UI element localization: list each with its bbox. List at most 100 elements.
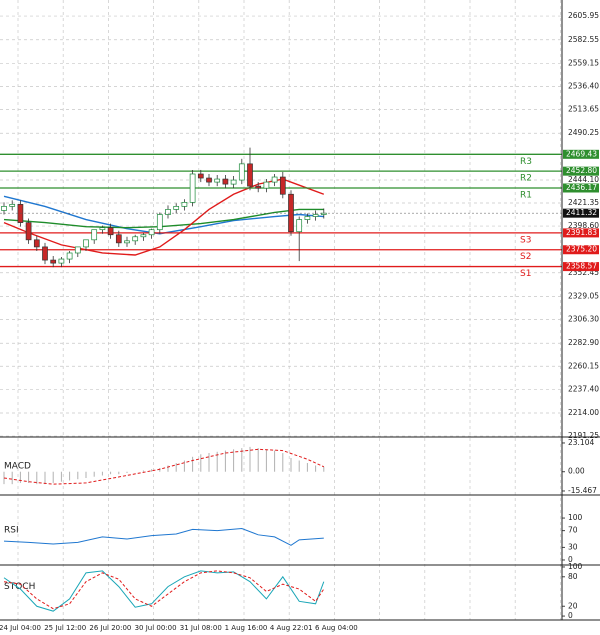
candle-body — [304, 216, 311, 220]
macd-signal — [3, 448, 325, 485]
x-tick-label: 6 Aug 04:00 — [315, 624, 358, 632]
x-tick-label: 24 Jul 04:00 — [0, 624, 41, 632]
x-tick-label: 30 Jul 00:00 — [135, 624, 177, 632]
candle-body — [1, 206, 7, 211]
y-tick-label: 2352.45 — [568, 268, 599, 277]
candle-body — [58, 258, 65, 264]
y-tick-label: 2421.35 — [568, 198, 599, 207]
panel-title: MACD — [4, 462, 31, 472]
y-tick-label: 2536.40 — [568, 81, 599, 90]
y-tick-label: 100 — [568, 562, 583, 571]
y-tick-label: 2282.90 — [568, 338, 599, 347]
level-tag — [563, 262, 599, 272]
candle-body — [165, 209, 171, 215]
candle-body — [66, 252, 73, 260]
level-value: 2452.80 — [566, 166, 597, 175]
last-price-tag — [563, 208, 599, 218]
x-tick-label: 1 Aug 16:00 — [225, 624, 268, 632]
x-tick-label: 26 Jul 20:00 — [89, 624, 131, 632]
level-value: 2375.20 — [566, 245, 597, 254]
level-name: R2 — [520, 174, 532, 184]
y-tick-label: 2605.95 — [568, 11, 599, 20]
level-value: 2436.17 — [566, 183, 597, 192]
x-tick-label: 25 Jul 12:00 — [44, 624, 86, 632]
moving-average — [3, 208, 324, 229]
candle-body — [222, 178, 229, 185]
y-tick-label: 2214.00 — [568, 408, 599, 417]
level-value: 2469.43 — [566, 149, 597, 158]
candle-body — [230, 179, 237, 185]
y-tick-label: 2398.60 — [568, 221, 599, 230]
candle-body — [91, 229, 98, 241]
level-name: S1 — [520, 269, 531, 279]
y-tick-label: 70 — [568, 526, 578, 535]
candle-body — [238, 163, 245, 181]
y-tick-label: 2260.15 — [568, 361, 599, 370]
candle-body — [148, 229, 155, 236]
candle-body — [99, 227, 106, 231]
indicator-line — [3, 570, 325, 612]
candle-body — [33, 239, 40, 248]
candle-body — [279, 176, 286, 195]
y-tick-label: 23.104 — [568, 438, 594, 447]
candle-body — [263, 181, 270, 189]
y-tick-label: 20 — [568, 601, 578, 610]
level-tag — [563, 228, 599, 238]
candle-body — [206, 177, 212, 183]
candle-body — [132, 236, 139, 242]
candle-body — [107, 227, 114, 236]
y-tick-label: 2329.05 — [568, 291, 599, 300]
y-tick-label: 30 — [568, 542, 578, 551]
level-tag — [563, 183, 599, 193]
candle-body — [9, 204, 16, 207]
candle-body — [320, 212, 327, 215]
candle-body — [140, 234, 147, 238]
candle-body — [156, 214, 163, 231]
candle-body — [124, 240, 130, 244]
y-tick-label: 2237.40 — [568, 384, 599, 393]
candle-body — [255, 185, 262, 189]
y-tick-label: 0.00 — [568, 467, 585, 476]
level-value: 2391.83 — [566, 228, 597, 237]
y-tick-label: 2559.15 — [568, 58, 599, 67]
y-tick-label: 2582.55 — [568, 35, 599, 44]
indicator-line — [3, 528, 324, 546]
moving-average — [3, 195, 324, 235]
candle-body — [25, 222, 32, 241]
candle-body — [197, 173, 204, 179]
candle-body — [50, 259, 57, 264]
level-tag — [563, 166, 599, 176]
candle-body — [181, 201, 188, 207]
vertical-grid — [17, 0, 561, 620]
candle-body — [42, 246, 48, 261]
candle-body — [17, 204, 24, 223]
y-tick-label: 2191.25 — [568, 431, 599, 440]
level-tag — [563, 149, 599, 159]
candle-body — [312, 214, 319, 217]
last-price-value: 2411.32 — [566, 208, 597, 217]
level-tag — [563, 245, 599, 255]
y-tick-label: 0 — [568, 555, 573, 564]
level-name: S2 — [520, 252, 531, 262]
candle-body — [115, 234, 122, 244]
candle-body — [271, 176, 278, 183]
y-tick-label: -15.467 — [568, 486, 597, 495]
x-tick-label: 31 Jul 08:00 — [180, 624, 222, 632]
y-tick-label: 80 — [568, 572, 578, 581]
candle-body — [296, 219, 303, 233]
panel-title: STOCH — [4, 582, 35, 592]
candle-body — [173, 206, 180, 210]
level-name: R3 — [520, 157, 532, 167]
candle-body — [214, 178, 221, 183]
y-tick-label: 2444.10 — [568, 175, 599, 184]
candle-body — [74, 246, 81, 254]
level-value: 2358.57 — [566, 262, 597, 271]
y-tick-label: 0 — [568, 611, 573, 620]
panel-title: RSI — [4, 526, 19, 536]
candle-body — [83, 239, 89, 248]
y-tick-label: 2306.30 — [568, 315, 599, 324]
x-tick-label: 4 Aug 22:01 — [270, 624, 313, 632]
level-name: R1 — [520, 190, 532, 200]
y-tick-label: 2513.65 — [568, 105, 599, 114]
